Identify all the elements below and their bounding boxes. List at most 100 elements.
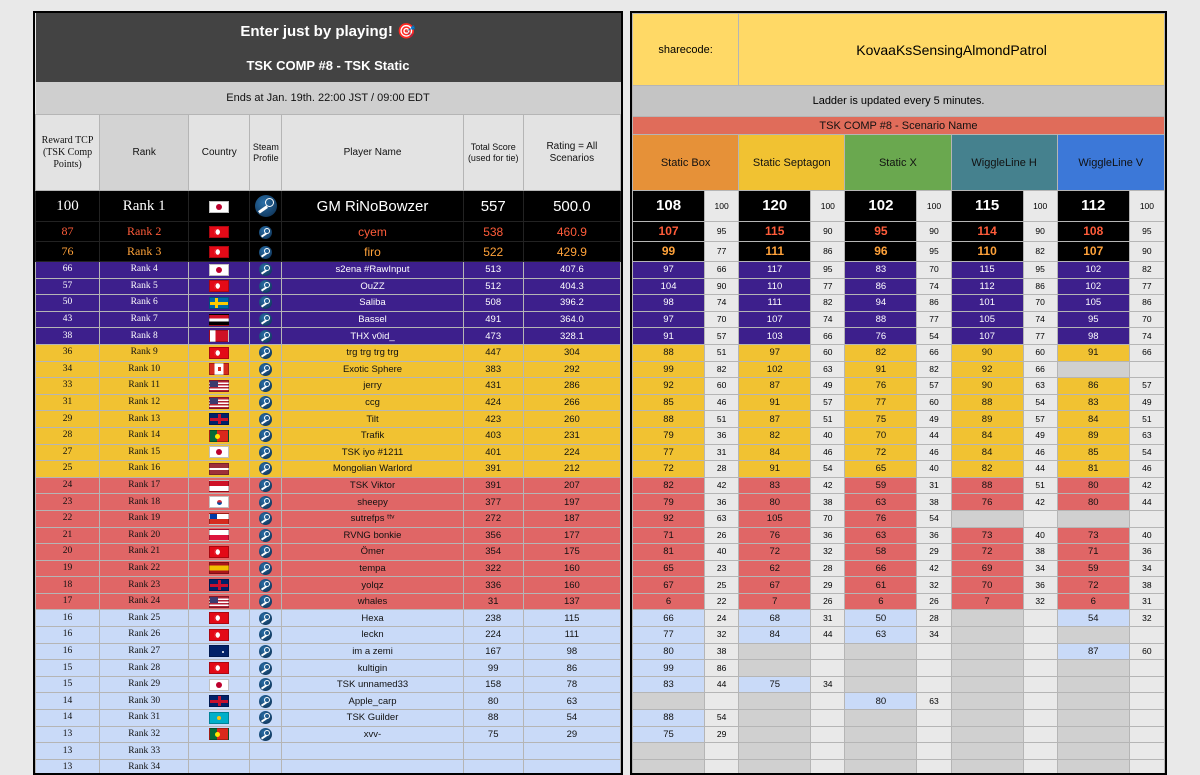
steam-profile-icon[interactable]	[259, 296, 273, 310]
steam-cell[interactable]	[249, 659, 283, 677]
scenario-score	[950, 758, 1024, 773]
steam-cell[interactable]	[249, 709, 283, 727]
steam-profile-icon[interactable]	[259, 225, 273, 239]
rank-cell: Rank 19	[99, 509, 190, 528]
scenario-score: 80	[1056, 493, 1130, 511]
player-name-cell: Trafik	[281, 426, 464, 445]
steam-profile-icon[interactable]	[259, 545, 273, 559]
steam-cell[interactable]	[249, 526, 283, 545]
steam-cell[interactable]	[249, 692, 283, 711]
scenario-score: 115	[950, 261, 1024, 279]
player-name-cell: Bassel	[281, 310, 464, 329]
steam-profile-icon[interactable]	[259, 694, 273, 708]
scenario-score: 117	[738, 261, 812, 279]
player-name-cell: Hexa	[281, 609, 464, 628]
total-score-cell: 391	[462, 476, 524, 495]
steam-cell[interactable]	[249, 327, 283, 345]
steam-cell[interactable]	[249, 221, 283, 242]
steam-profile-icon[interactable]	[259, 661, 273, 675]
total-score-cell: 80	[462, 692, 524, 711]
steam-profile-icon[interactable]	[259, 346, 273, 360]
steam-profile-icon[interactable]	[259, 644, 273, 658]
country-cell	[188, 277, 251, 296]
steam-profile-icon[interactable]	[259, 611, 273, 625]
steam-cell[interactable]	[249, 509, 283, 528]
steam-profile-icon[interactable]	[259, 445, 273, 459]
total-score-cell: 491	[462, 310, 524, 329]
steam-cell[interactable]	[249, 675, 283, 694]
scenario-points: 31	[810, 609, 846, 628]
steam-profile-icon[interactable]	[259, 429, 273, 443]
scenario-points	[916, 742, 952, 760]
rating-cell: 364.0	[522, 310, 621, 329]
steam-cell[interactable]	[249, 609, 283, 628]
steam-cell[interactable]	[249, 460, 283, 478]
steam-cell[interactable]	[249, 642, 283, 661]
steam-profile-icon[interactable]	[259, 329, 273, 343]
rank-cell: Rank 11	[99, 377, 190, 395]
steam-profile-icon[interactable]	[259, 578, 273, 592]
steam-profile-icon[interactable]	[259, 711, 273, 725]
reward-cell: 15	[35, 659, 101, 677]
steam-profile-icon[interactable]	[259, 727, 273, 741]
scenario-score: 95	[844, 221, 918, 242]
steam-cell[interactable]	[249, 241, 283, 262]
steam-profile-icon[interactable]	[254, 195, 277, 217]
scenario-score	[1056, 758, 1130, 773]
sharecode-value[interactable]: KovaaKsSensingAlmondPatrol	[738, 13, 1165, 86]
steam-cell[interactable]	[249, 190, 283, 222]
steam-cell[interactable]	[249, 543, 283, 561]
steam-profile-icon[interactable]	[259, 396, 273, 410]
rank-cell: Rank 31	[99, 709, 190, 727]
steam-profile-icon[interactable]	[259, 561, 273, 575]
steam-profile-icon[interactable]	[259, 279, 273, 293]
player-name-cell: xvv-	[281, 725, 464, 744]
steam-cell[interactable]	[249, 592, 283, 611]
steam-profile-icon[interactable]	[259, 495, 273, 509]
flag-tr-icon	[209, 662, 230, 675]
steam-cell[interactable]	[249, 725, 283, 744]
steam-profile-icon[interactable]	[259, 628, 273, 642]
steam-cell[interactable]	[249, 426, 283, 445]
steam-cell[interactable]	[249, 410, 283, 428]
scenario-points: 54	[1022, 393, 1058, 412]
steam-profile-icon[interactable]	[259, 313, 273, 327]
scenario-score: 91	[632, 327, 706, 345]
country-cell	[188, 576, 251, 594]
steam-cell[interactable]	[249, 393, 283, 412]
steam-cell[interactable]	[249, 758, 283, 773]
steam-cell[interactable]	[249, 294, 283, 312]
steam-cell[interactable]	[249, 360, 283, 379]
score-row: 99 86	[632, 659, 1165, 677]
scenario-score: 69	[950, 559, 1024, 578]
steam-profile-icon[interactable]	[259, 512, 273, 526]
steam-profile-icon[interactable]	[259, 245, 273, 259]
steam-cell[interactable]	[249, 261, 283, 279]
steam-profile-icon[interactable]	[259, 595, 273, 609]
scenario-score: 108	[1056, 221, 1130, 242]
steam-cell[interactable]	[249, 742, 283, 760]
steam-profile-icon[interactable]	[259, 462, 273, 476]
steam-cell[interactable]	[249, 277, 283, 296]
total-score-cell: 508	[462, 294, 524, 312]
steam-profile-icon[interactable]	[259, 528, 273, 542]
scenario-points: 66	[810, 327, 846, 345]
steam-cell[interactable]	[249, 310, 283, 329]
steam-cell[interactable]	[249, 576, 283, 594]
steam-cell[interactable]	[249, 559, 283, 578]
steam-cell[interactable]	[249, 443, 283, 462]
steam-cell[interactable]	[249, 626, 283, 644]
steam-profile-icon[interactable]	[259, 362, 273, 376]
leaderboard-row: 16 Rank 27 im a zemi 167 98	[35, 642, 621, 661]
reward-cell: 28	[35, 426, 101, 445]
steam-profile-icon[interactable]	[259, 263, 273, 277]
steam-profile-icon[interactable]	[259, 379, 273, 393]
steam-profile-icon[interactable]	[259, 678, 273, 692]
steam-cell[interactable]	[249, 343, 283, 362]
steam-cell[interactable]	[249, 476, 283, 495]
steam-profile-icon[interactable]	[259, 479, 273, 492]
steam-cell[interactable]	[249, 377, 283, 395]
steam-cell[interactable]	[249, 493, 283, 511]
scenario-score: 115	[950, 190, 1024, 222]
steam-profile-icon[interactable]	[259, 412, 273, 426]
